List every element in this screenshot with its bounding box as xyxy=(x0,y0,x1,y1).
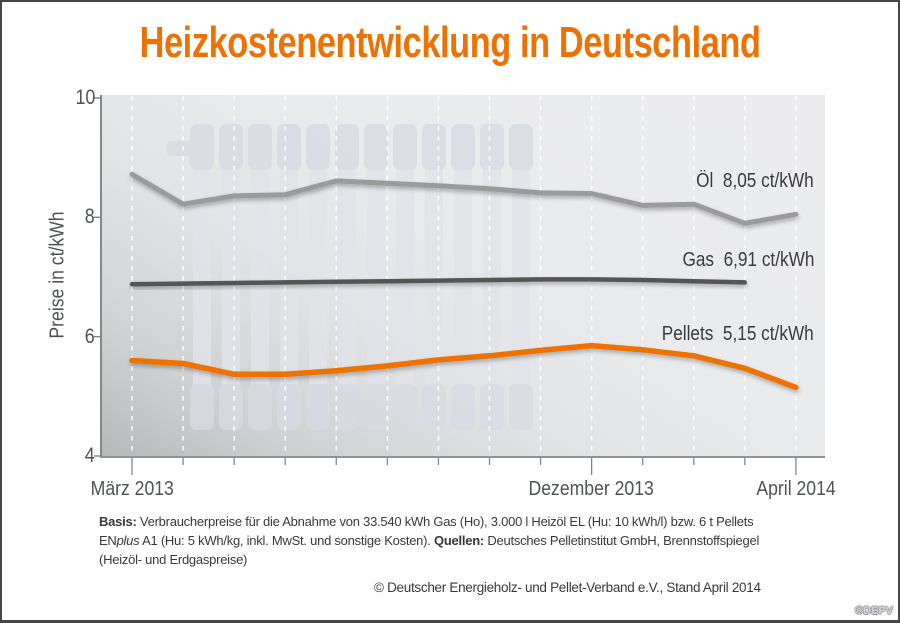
series-label-gas: Gas 6,91 ct/kWh xyxy=(682,249,814,271)
x-axis-label-text: Dezember 2013 xyxy=(529,478,655,500)
radiator-rib xyxy=(190,124,214,430)
y-axis-title-text: Preise in ct/kWh xyxy=(46,211,69,339)
radiator-rib xyxy=(248,124,272,430)
footnote-basis: Basis: Verbraucherpreise für die Abnahme… xyxy=(99,512,844,569)
radiator-rib xyxy=(451,124,475,430)
radiator-watermark-icon xyxy=(167,122,545,432)
radiator-rib xyxy=(335,124,359,430)
footnote-segment: Deutsches Pelletinstitut GmbH, Brennstof… xyxy=(484,533,760,548)
series-label-pellets: Pellets 5,15 ct/kWh xyxy=(661,323,814,345)
footnote-segment: Basis: xyxy=(99,514,137,529)
depv-stamp: ©DEPV xyxy=(855,605,893,617)
footnote-segment: Verbraucherpreise für die Abnahme von 33… xyxy=(136,514,754,529)
copyright-text: © Deutscher Energieholz- und Pellet-Verb… xyxy=(374,580,761,595)
chart-area: Preise in ct/kWh 10 8 6 4 März 2013 Dezember… xyxy=(2,2,898,512)
radiator-rib xyxy=(509,124,533,430)
x-axis-label-text: März 2013 xyxy=(90,478,174,500)
footnote-line: Basis: Verbraucherpreise für die Abnahme… xyxy=(99,514,754,529)
y-tick-label: 8 xyxy=(85,205,95,229)
radiator-rib xyxy=(393,124,417,430)
footnote-segment: EN xyxy=(99,533,117,548)
x-axis-label-text: April 2014 xyxy=(756,478,836,500)
footnote-line: (Heizöl- und Erdgaspreise) xyxy=(99,552,247,567)
series-label-öl: Öl 8,05 ct/kWh xyxy=(696,170,814,192)
y-tick-label: 6 xyxy=(85,324,95,348)
y-tick-label: 10 xyxy=(75,86,95,109)
plot-background xyxy=(102,95,825,456)
radiator-rib xyxy=(306,124,330,430)
radiator-rib xyxy=(422,124,446,430)
depv-stamp-text: ©DEPV xyxy=(854,605,893,617)
page-title-text: Heizkostenentwicklung in Deutschland xyxy=(139,18,761,67)
footnote-segment: plus xyxy=(116,533,140,548)
radiator-rib xyxy=(277,124,301,430)
radiator-rib xyxy=(364,124,388,430)
footnote-segment: (Heizöl- und Erdgaspreise) xyxy=(99,552,248,567)
page-title: Heizkostenentwicklung in Deutschland xyxy=(2,18,898,68)
x-axis-label: April 2014 xyxy=(696,479,896,500)
footnote-line: ENplus A1 (Hu: 5 kWh/kg, inkl. MwSt. und… xyxy=(99,533,759,548)
y-tick-label: 4 xyxy=(85,444,95,467)
x-axis-label: März 2013 xyxy=(32,479,232,500)
copyright-line: © Deutscher Energieholz- und Pellet-Verb… xyxy=(374,580,761,595)
radiator-rib xyxy=(219,124,243,430)
radiator-rib xyxy=(480,124,504,430)
footnote-segment: Quellen: xyxy=(433,533,484,548)
footnote-segment: A1 (Hu: 5 kWh/kg, inkl. MwSt. und sonsti… xyxy=(139,533,434,548)
x-axis-label: Dezember 2013 xyxy=(492,479,692,500)
